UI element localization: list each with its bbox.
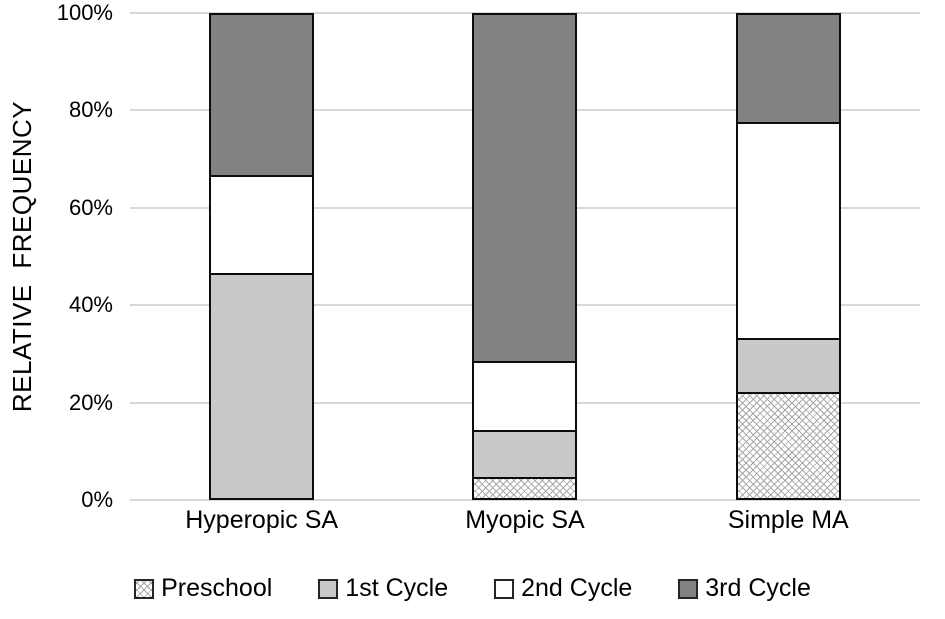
bars bbox=[130, 13, 920, 500]
legend-item: 3rd Cycle bbox=[678, 576, 811, 601]
x-axis-label: Myopic SA bbox=[465, 506, 585, 534]
bar-segment bbox=[735, 391, 841, 500]
x-axis-label: Simple MA bbox=[727, 506, 849, 534]
y-tick-labels: 0% 20% 40% 60% 80% 100% bbox=[46, 2, 113, 511]
bar-column bbox=[393, 13, 656, 500]
bar-segment bbox=[472, 476, 578, 500]
y-tick-label: 40% bbox=[68, 292, 113, 318]
x-axis-label: Hyperopic SA bbox=[185, 506, 339, 534]
bar-segment bbox=[472, 360, 578, 433]
legend: Preschool 1st Cycle 2nd Cycle 3rd Cycle bbox=[0, 576, 945, 601]
legend-item: Preschool bbox=[134, 576, 272, 601]
bar-segment bbox=[209, 13, 315, 178]
y-tick-label: 60% bbox=[68, 194, 113, 220]
legend-swatch-icon bbox=[494, 578, 515, 599]
legend-label: 2nd Cycle bbox=[521, 574, 633, 602]
bar-segment bbox=[472, 430, 578, 479]
gridline bbox=[130, 12, 920, 14]
gridline bbox=[130, 499, 920, 501]
stacked-bar bbox=[209, 13, 315, 500]
y-tick-label: 100% bbox=[56, 0, 113, 25]
plot-area bbox=[130, 12, 920, 501]
bar-segment bbox=[209, 272, 315, 500]
x-axis-labels: Hyperopic SA Myopic SA Simple MA bbox=[130, 506, 920, 535]
bar-column bbox=[130, 13, 393, 500]
legend-item: 1st Cycle bbox=[318, 576, 448, 601]
y-tick-label: 80% bbox=[68, 97, 113, 123]
bar-column bbox=[657, 13, 920, 500]
legend-swatch-icon bbox=[318, 578, 339, 599]
bar-segment bbox=[209, 175, 315, 275]
bar-segment bbox=[735, 13, 841, 124]
legend-label: 1st Cycle bbox=[345, 574, 449, 602]
y-tick-label: 0% bbox=[81, 487, 113, 512]
stacked-bar bbox=[735, 13, 841, 500]
y-axis-title: RELATIVE FREQUENCY bbox=[0, 13, 46, 500]
legend-swatch-icon bbox=[134, 578, 155, 599]
bar-segment bbox=[735, 121, 841, 340]
legend-swatch-icon bbox=[678, 578, 699, 599]
y-tick-label: 20% bbox=[68, 389, 113, 415]
legend-label: Preschool bbox=[161, 574, 273, 602]
legend-label: 3rd Cycle bbox=[705, 574, 811, 602]
stacked-bar bbox=[472, 13, 578, 500]
bar-segment bbox=[735, 337, 841, 394]
bar-segment bbox=[472, 13, 578, 363]
y-axis-title-text: RELATIVE FREQUENCY bbox=[7, 100, 38, 413]
legend-item: 2nd Cycle bbox=[494, 576, 632, 601]
